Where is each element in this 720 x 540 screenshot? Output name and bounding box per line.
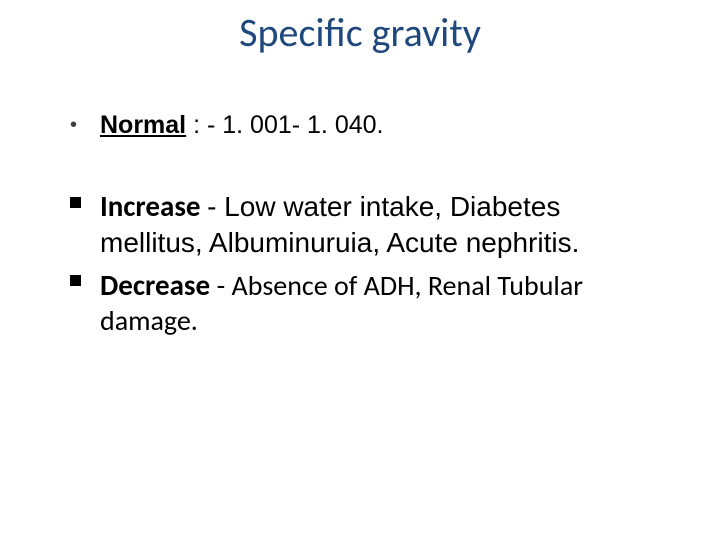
normal-label: Normal: [100, 111, 186, 139]
normal-value: : - 1. 001- 1. 040.: [186, 111, 383, 139]
square-bullet-icon: [70, 197, 81, 208]
spacer: [70, 149, 660, 189]
list-item: Increase - Low water intake, Diabetes me…: [70, 189, 660, 260]
disc-bullet-icon: •: [70, 115, 77, 135]
increase-label: Increase: [100, 188, 207, 224]
bullet-list: • Normal : - 1. 001- 1. 040. Increase - …: [70, 110, 660, 339]
decrease-label: Decrease: [100, 267, 217, 303]
slide-body: • Normal : - 1. 001- 1. 040. Increase - …: [70, 110, 660, 347]
slide: Specific gravity • Normal : - 1. 001- 1.…: [0, 0, 720, 540]
decrease-dash: -: [217, 268, 232, 303]
list-item: Decrease - Absence of ADH, Renal Tubular…: [70, 268, 660, 339]
list-item: • Normal : - 1. 001- 1. 040.: [70, 110, 660, 141]
increase-dash: -: [207, 191, 224, 222]
slide-title: Specific gravity: [0, 8, 720, 57]
square-bullet-icon: [70, 275, 81, 286]
